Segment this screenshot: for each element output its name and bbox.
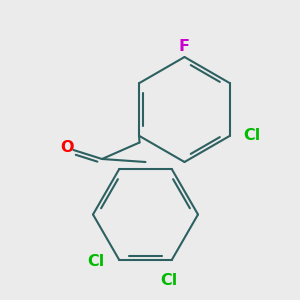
- Text: Cl: Cl: [88, 254, 105, 269]
- Text: O: O: [60, 140, 74, 154]
- Text: Cl: Cl: [160, 273, 177, 288]
- Text: F: F: [179, 39, 190, 54]
- Text: Cl: Cl: [244, 128, 261, 143]
